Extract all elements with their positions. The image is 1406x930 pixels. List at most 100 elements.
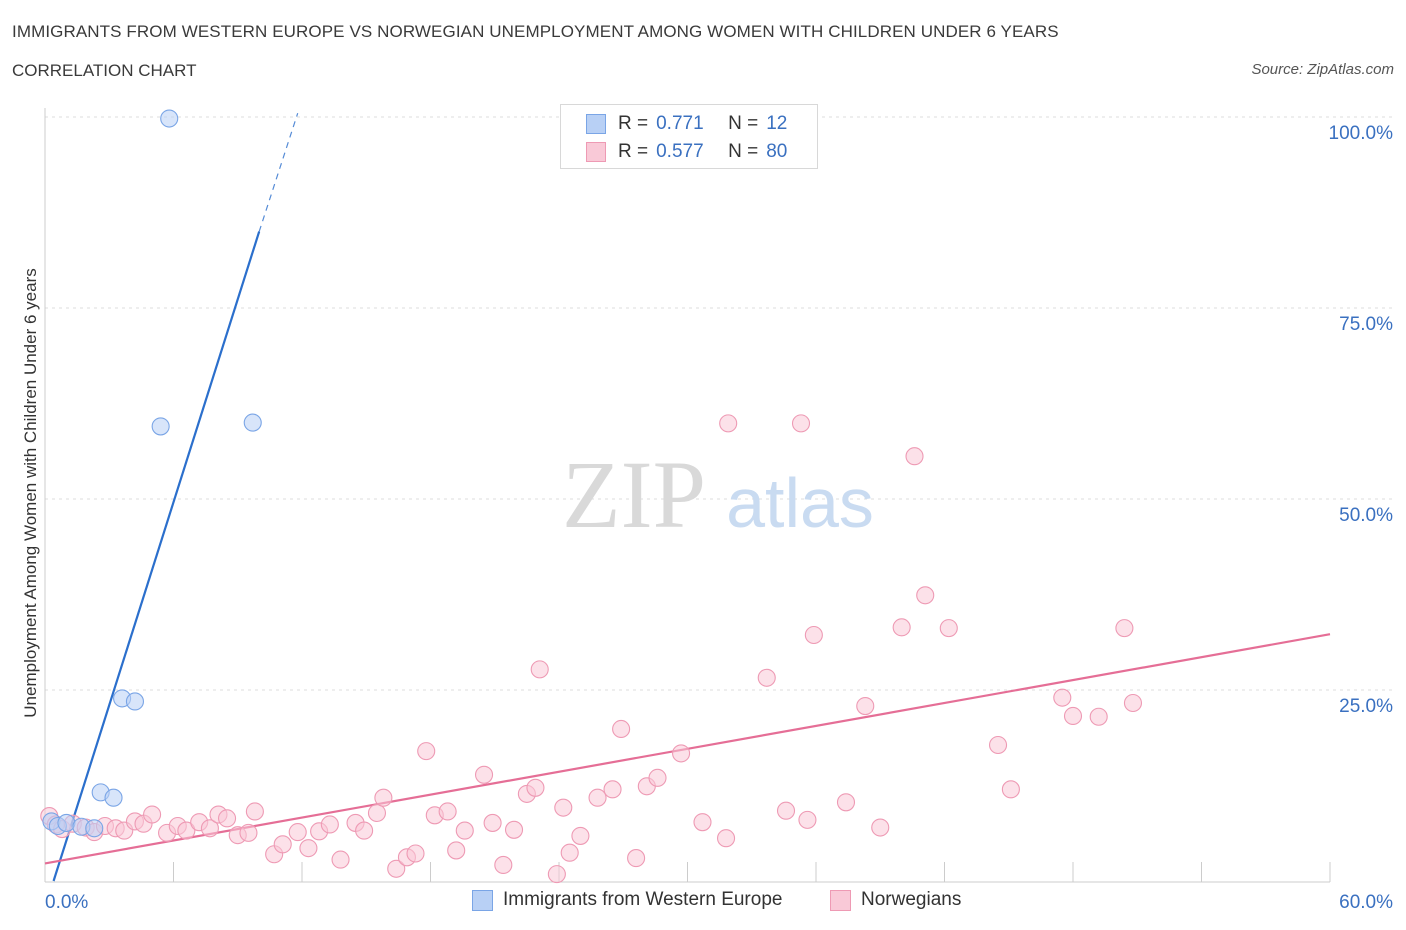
point-series-1-80	[1123, 693, 1143, 713]
point-series-0-2	[57, 813, 76, 832]
point-series-1-72	[916, 586, 935, 605]
point-series-1-60	[716, 829, 736, 848]
chart-title: IMMIGRANTS FROM WESTERN EUROPE VS NORWEG…	[12, 22, 1059, 41]
point-series-1-16	[200, 819, 219, 838]
point-series-1-61	[719, 414, 738, 433]
data-points	[40, 109, 1143, 884]
point-series-1-11	[143, 805, 162, 824]
point-series-0-4	[85, 819, 104, 838]
point-series-1-50	[560, 843, 579, 862]
source-note: Source: ZipAtlas.com	[1251, 61, 1394, 78]
point-series-0-6	[104, 788, 123, 807]
legend-n-label: N =	[728, 141, 759, 162]
point-series-0-9	[151, 417, 170, 436]
point-series-1-65	[798, 810, 817, 829]
point-series-1-35	[406, 844, 425, 863]
x-tick-label-max: 60.0%	[1339, 892, 1393, 913]
point-series-0-10	[160, 109, 179, 128]
legend-swatch-norwegians	[586, 142, 606, 162]
chart-subtitle: CORRELATION CHART	[12, 61, 197, 80]
point-series-1-27	[320, 815, 339, 834]
legend-n-value: 80	[766, 141, 788, 162]
point-series-1-41	[474, 765, 494, 784]
point-series-1-70	[892, 618, 911, 637]
point-series-1-30	[355, 821, 374, 840]
point-series-1-46	[526, 778, 545, 797]
point-series-1-54	[612, 719, 631, 739]
point-series-1-20	[239, 823, 258, 842]
point-series-1-62	[757, 668, 776, 687]
series-label-norwegians: Norwegians	[861, 889, 962, 910]
point-series-1-32	[374, 788, 393, 807]
point-series-1-39	[447, 841, 466, 860]
legend-row-immigrants: R = 0.771 N = 12	[586, 112, 787, 136]
legend-swatch-immigrants	[586, 114, 606, 134]
point-series-1-38	[438, 802, 457, 821]
point-series-1-44	[504, 820, 524, 839]
legend-r-label: R =	[618, 113, 649, 134]
point-series-1-21	[245, 802, 264, 821]
legend-r-value: 0.577	[656, 141, 704, 162]
point-series-1-74	[988, 735, 1008, 755]
point-series-1-48	[547, 865, 566, 884]
point-series-1-75	[1001, 780, 1020, 799]
point-series-1-69	[871, 818, 890, 837]
y-axis-label: Unemployment Among Women with Children U…	[21, 268, 40, 717]
trend-line-series-0	[52, 231, 261, 882]
point-series-1-58	[672, 744, 691, 763]
point-series-1-36	[417, 742, 436, 761]
point-series-1-71	[905, 447, 924, 466]
point-series-1-78	[1089, 707, 1108, 726]
point-series-1-31	[367, 803, 387, 823]
point-series-1-77	[1063, 706, 1083, 726]
point-series-1-25	[299, 839, 318, 858]
point-series-1-79	[1115, 619, 1134, 638]
point-series-1-66	[804, 625, 823, 645]
y-tick-label-50: 50.0%	[1339, 505, 1393, 526]
y-tick-label-100: 100.0%	[1329, 123, 1394, 144]
axes	[44, 108, 1331, 883]
point-series-1-51	[571, 826, 590, 845]
point-series-1-63	[776, 801, 796, 820]
y-tick-label-75: 75.0%	[1339, 314, 1393, 335]
legend-r-label: R =	[618, 141, 649, 162]
legend-n-value: 12	[766, 113, 788, 134]
grid-lines	[45, 116, 1395, 691]
point-series-1-73	[939, 619, 958, 638]
watermark: ZIP atlas	[562, 441, 874, 548]
point-series-1-24	[288, 823, 307, 842]
watermark-zip: ZIP	[562, 441, 706, 548]
point-series-1-64	[791, 414, 811, 433]
point-series-1-33	[387, 859, 406, 878]
point-series-1-68	[856, 696, 875, 716]
correlation-legend: R = 0.771 N = 12 R = 0.577 N = 80	[560, 104, 818, 169]
watermark-atlas: atlas	[726, 464, 874, 542]
point-series-1-28	[331, 850, 350, 869]
series-legend-norwegians[interactable]: Norwegians	[830, 889, 961, 911]
point-series-0-8	[125, 692, 144, 711]
point-series-1-23	[273, 835, 292, 854]
series-swatch-immigrants	[472, 889, 493, 911]
point-series-1-52	[588, 788, 607, 807]
point-series-0-11	[243, 413, 262, 432]
y-tick-label-25: 25.0%	[1339, 696, 1393, 717]
point-series-1-14	[177, 821, 196, 840]
point-series-1-42	[483, 813, 502, 832]
legend-n-label: N =	[728, 113, 759, 134]
point-series-1-47	[530, 660, 549, 679]
point-series-1-59	[693, 813, 712, 832]
point-series-1-76	[1053, 688, 1072, 707]
point-series-1-18	[217, 809, 237, 828]
x-tick-label-min: 0.0%	[45, 892, 88, 913]
legend-row-norwegians: R = 0.577 N = 80	[586, 140, 787, 164]
series-swatch-norwegians	[830, 889, 851, 911]
point-series-1-57	[648, 768, 667, 787]
point-series-1-40	[455, 821, 474, 840]
tick-labels: 100.0% 75.0% 50.0% 25.0% 0.0% 60.0%	[45, 123, 1393, 913]
point-series-1-67	[836, 793, 856, 812]
point-series-1-53	[603, 780, 622, 799]
series-legend-immigrants[interactable]: Immigrants from Western Europe	[472, 889, 782, 911]
legend-r-value: 0.771	[656, 113, 704, 134]
point-series-1-43	[494, 855, 513, 875]
